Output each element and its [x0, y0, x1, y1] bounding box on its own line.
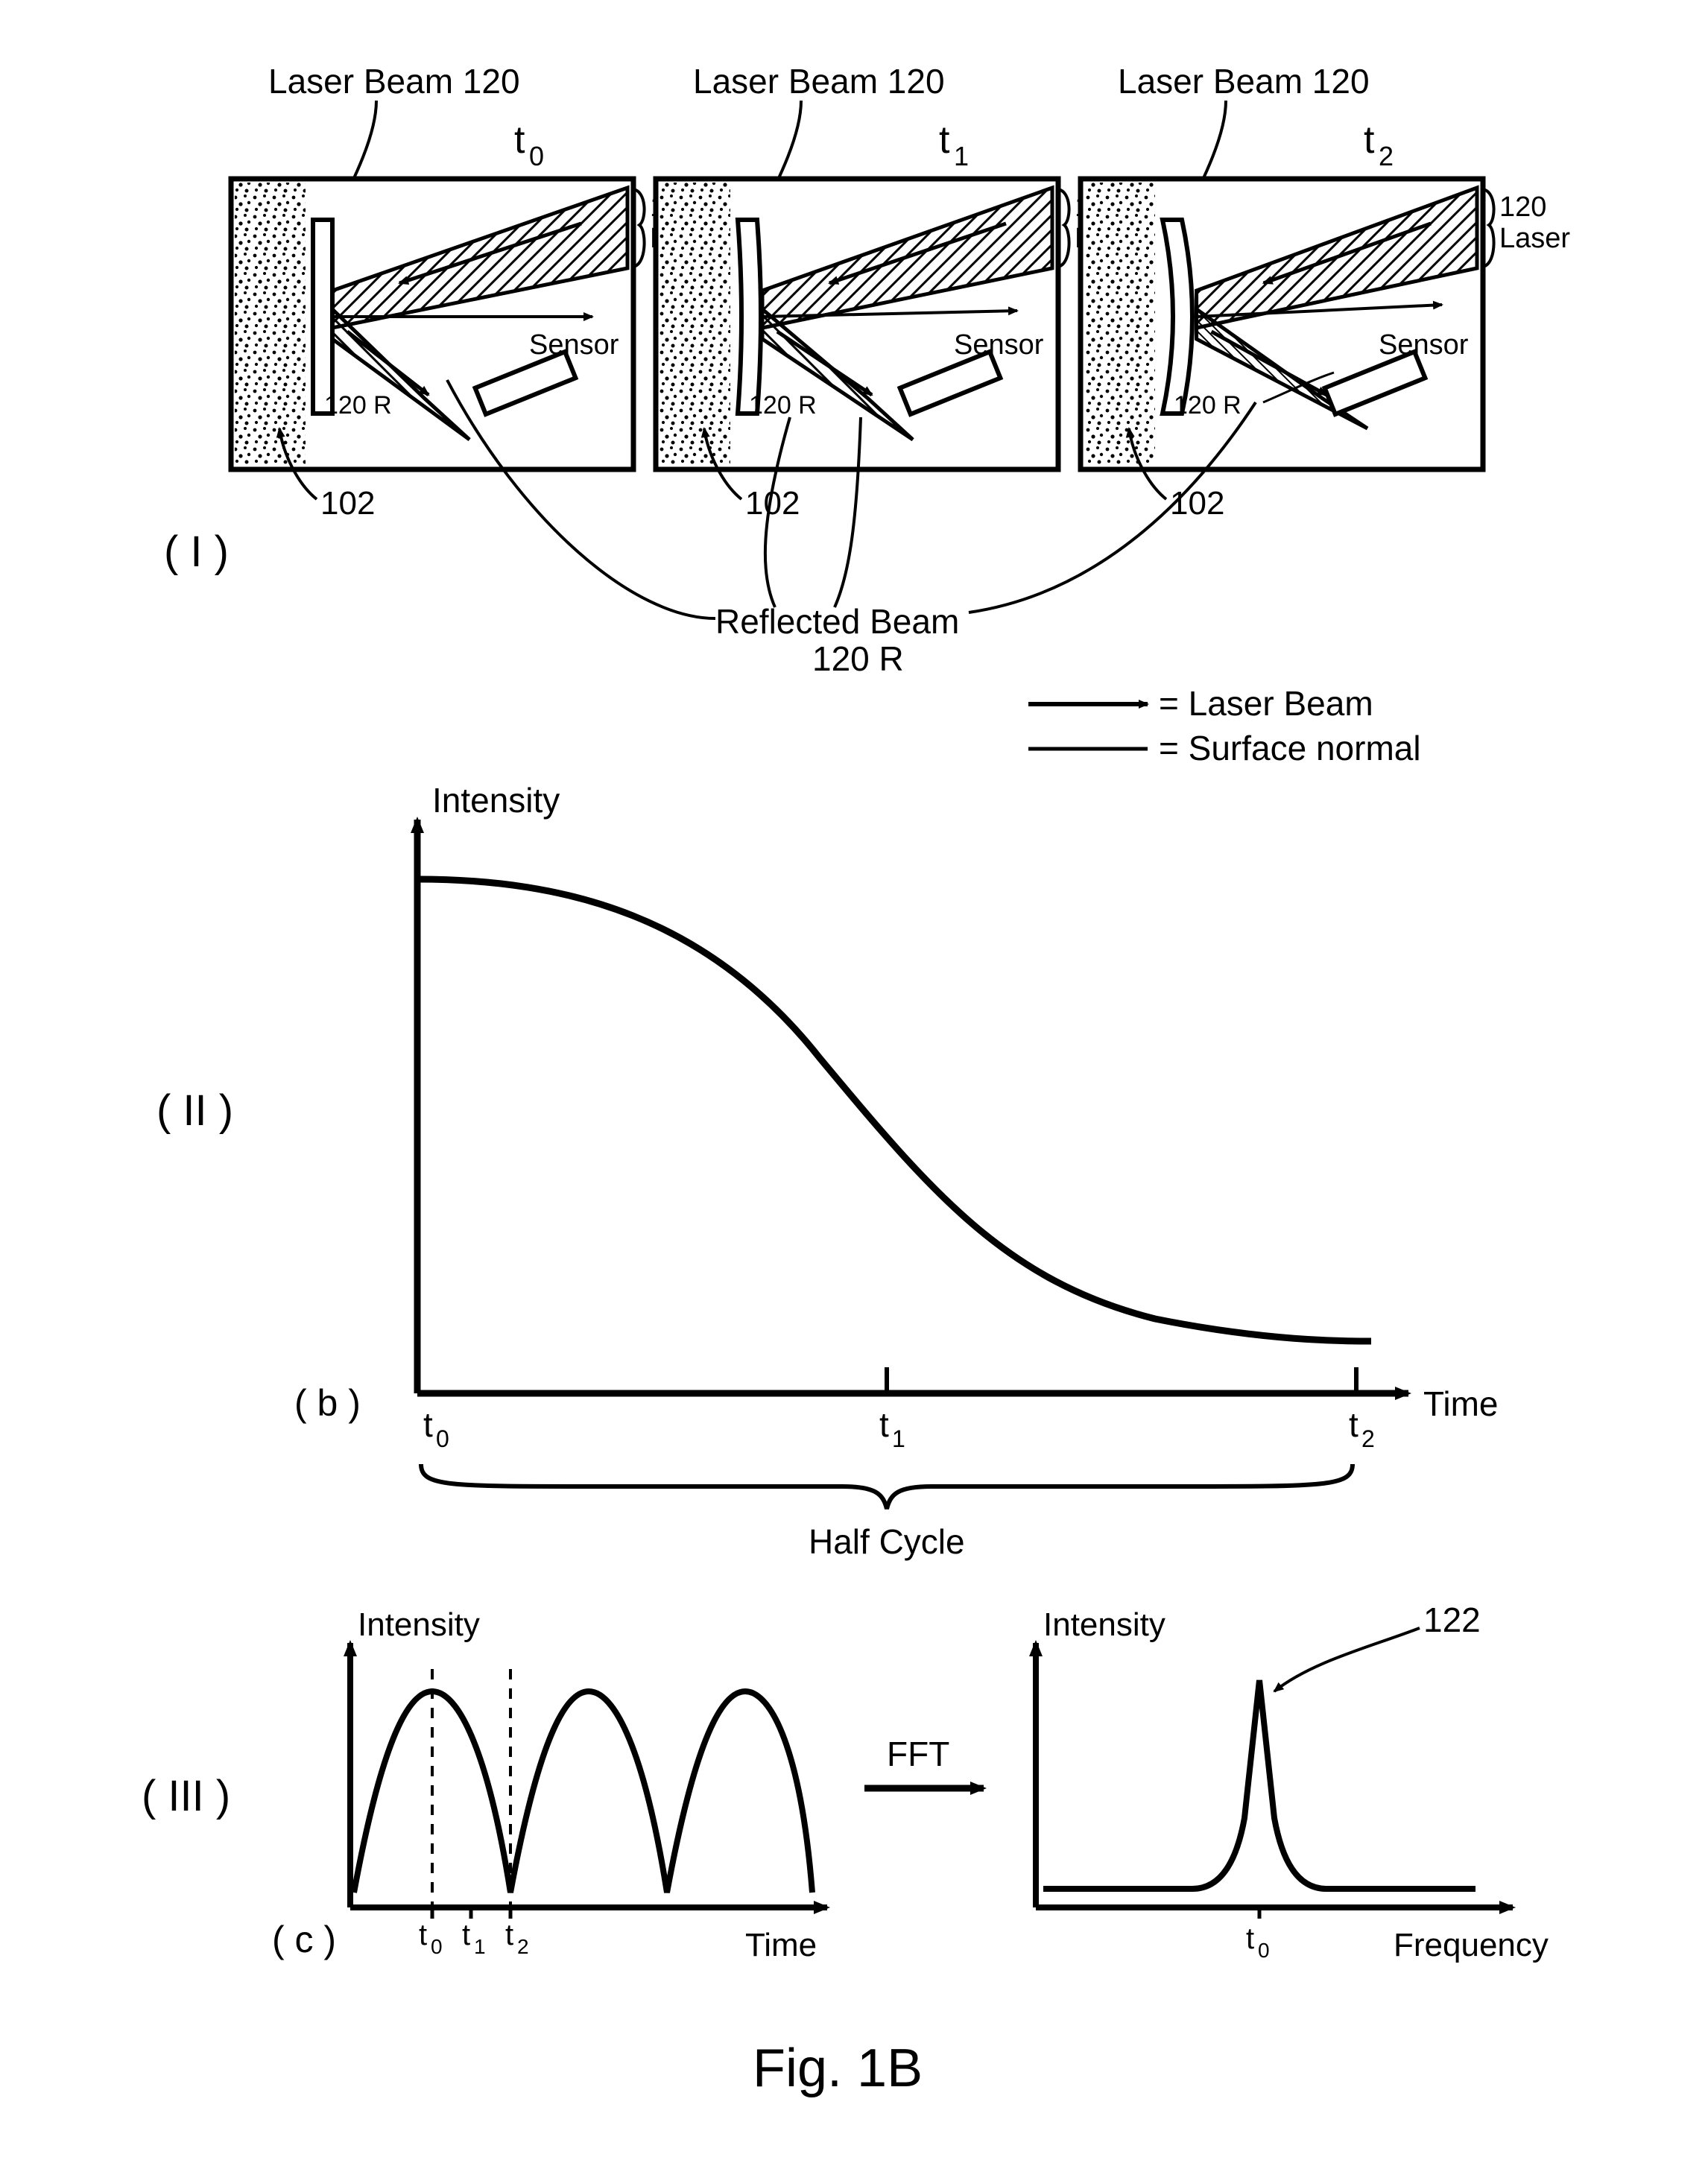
reflected-beam-label-line2: 120 R [812, 639, 904, 678]
figure-title: Fig. 1B [753, 2039, 923, 2098]
svg-text:t: t [423, 1405, 433, 1444]
roman-2-label: ( II ) [156, 1086, 233, 1135]
p2-xlabel: Time [1423, 1384, 1499, 1423]
svg-text:t: t [1246, 1922, 1254, 1955]
panel-I-frame-0: Laser Beam 120t0102120Laser120 RSensor [231, 62, 721, 522]
p3l-xlabel: Time [745, 1927, 817, 1963]
legend-laser-text: = Laser Beam [1159, 684, 1373, 723]
reflected-beam-label-line1: Reflected Beam [715, 602, 959, 641]
laser-beam-top-label: Laser Beam 120 [1118, 62, 1370, 101]
time-label: t [939, 118, 950, 162]
panel-II: ( II ) Intensity Time t0 t1 t2 ( b ) Hal… [156, 781, 1499, 1561]
roman-3-label: ( III ) [142, 1772, 230, 1820]
mirror-102 [738, 220, 761, 414]
wall [660, 183, 730, 466]
wall [1084, 183, 1155, 466]
time-sub: 1 [954, 141, 969, 171]
svg-text:t: t [505, 1919, 513, 1951]
sensor-label: Sensor [1379, 329, 1469, 361]
svg-text:t: t [462, 1919, 470, 1951]
peak-122-label: 122 [1423, 1600, 1481, 1639]
svg-text:0: 0 [431, 1935, 443, 1958]
p2-bracket-label: Half Cycle [809, 1522, 965, 1561]
c-label: ( c ) [272, 1919, 336, 1960]
p3r-ylabel: Intensity [1043, 1606, 1165, 1643]
time-label: t [514, 118, 525, 162]
laser-120-b: Laser [1499, 223, 1570, 254]
p3r-peak [1043, 1680, 1475, 1889]
fft-arrow: FFT [864, 1735, 984, 1788]
svg-text:t: t [1349, 1405, 1359, 1444]
time-label: t [1364, 118, 1375, 162]
time-sub: 2 [1379, 141, 1394, 171]
p3-left: Intensity Time t0 t1 t2 [350, 1606, 827, 1963]
svg-text:2: 2 [517, 1935, 529, 1958]
p2-ylabel: Intensity [432, 781, 560, 820]
mirror-102 [313, 220, 332, 414]
panel-III: ( III ) ( c ) Intensity Time t0 t1 t2 FF… [142, 1600, 1549, 1963]
svg-text:0: 0 [436, 1425, 449, 1452]
legend: = Laser Beam = Surface normal [1028, 684, 1421, 767]
p2-bracket [421, 1464, 1353, 1509]
roman-1-label: ( I ) [164, 528, 229, 576]
p3r-xlabel: Frequency [1394, 1927, 1549, 1963]
label-102: 102 [320, 485, 375, 522]
time-sub: 0 [529, 141, 544, 171]
svg-text:t: t [419, 1919, 427, 1951]
p2-ticks: t0 t1 t2 [417, 1367, 1375, 1452]
panel-I: Laser Beam 120t0102120Laser120 RSensorLa… [231, 62, 1570, 522]
p3-right: Intensity Frequency t0 122 [1036, 1600, 1549, 1963]
laser-beam-top-label: Laser Beam 120 [693, 62, 945, 101]
svg-text:0: 0 [1258, 1939, 1270, 1962]
svg-text:2: 2 [1361, 1425, 1375, 1452]
fft-label: FFT [887, 1735, 949, 1773]
p2-curve [417, 879, 1371, 1341]
wall [235, 183, 306, 466]
label-120R: 120 R [1174, 391, 1242, 419]
svg-text:1: 1 [892, 1425, 905, 1452]
label-102: 102 [1170, 485, 1224, 522]
p3l-ylabel: Intensity [358, 1606, 480, 1643]
svg-text:t: t [879, 1405, 889, 1444]
sensor-label: Sensor [954, 329, 1044, 361]
sensor-label: Sensor [529, 329, 619, 361]
p3l-wave [354, 1691, 812, 1893]
label-120R: 120 R [749, 391, 817, 419]
b-label: ( b ) [294, 1382, 361, 1424]
panel-I-frame-1: Laser Beam 120t1102120Laser120 RSensor [656, 62, 1145, 522]
svg-text:1: 1 [474, 1935, 486, 1958]
figure-svg: Laser Beam 120t0102120Laser120 RSensorLa… [0, 0, 1708, 2166]
legend-normal-text: = Surface normal [1159, 729, 1421, 767]
laser-120-a: 120 [1499, 191, 1546, 223]
panel-I-frame-2: Laser Beam 120 t2 102 120Laser 120 R Sensor [1081, 62, 1570, 522]
laser-beam-top-label: Laser Beam 120 [268, 62, 520, 101]
figure-page: Laser Beam 120t0102120Laser120 RSensorLa… [0, 0, 1708, 2166]
label-120R: 120 R [324, 391, 392, 419]
